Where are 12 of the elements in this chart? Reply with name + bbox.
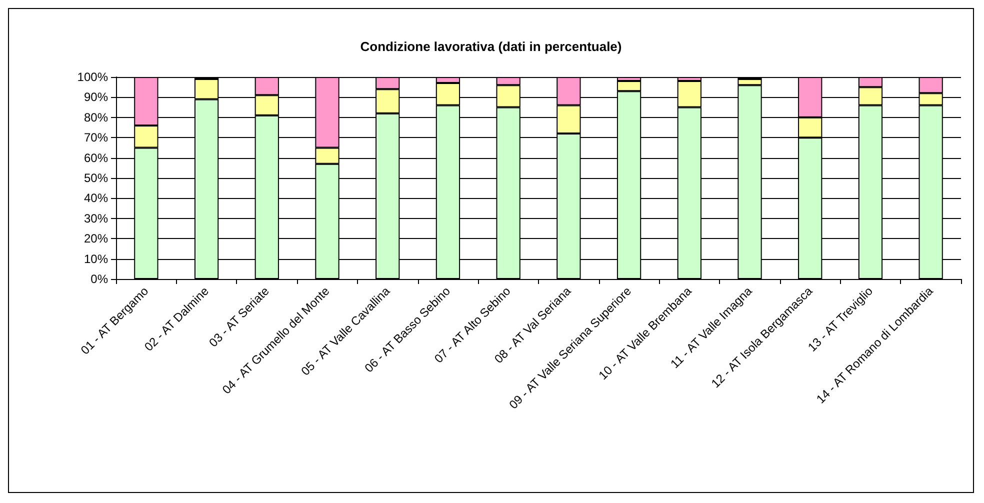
y-tick-label: 0% [90,272,108,286]
y-tick-label: 20% [84,232,108,246]
y-tick-label: 10% [84,252,108,266]
y-tick-label: 80% [84,110,108,124]
y-tick-label: 60% [84,150,108,165]
y-tick-label: 30% [84,211,108,226]
chart-title: Condizione lavorativa (dati in percentuale) [360,39,622,54]
y-tick-label: 50% [84,171,108,185]
y-tick-label: 90% [84,90,108,104]
y-tick-label: 40% [84,191,108,206]
y-tick-label: 70% [84,130,108,145]
y-tick-label: 100% [77,70,108,84]
